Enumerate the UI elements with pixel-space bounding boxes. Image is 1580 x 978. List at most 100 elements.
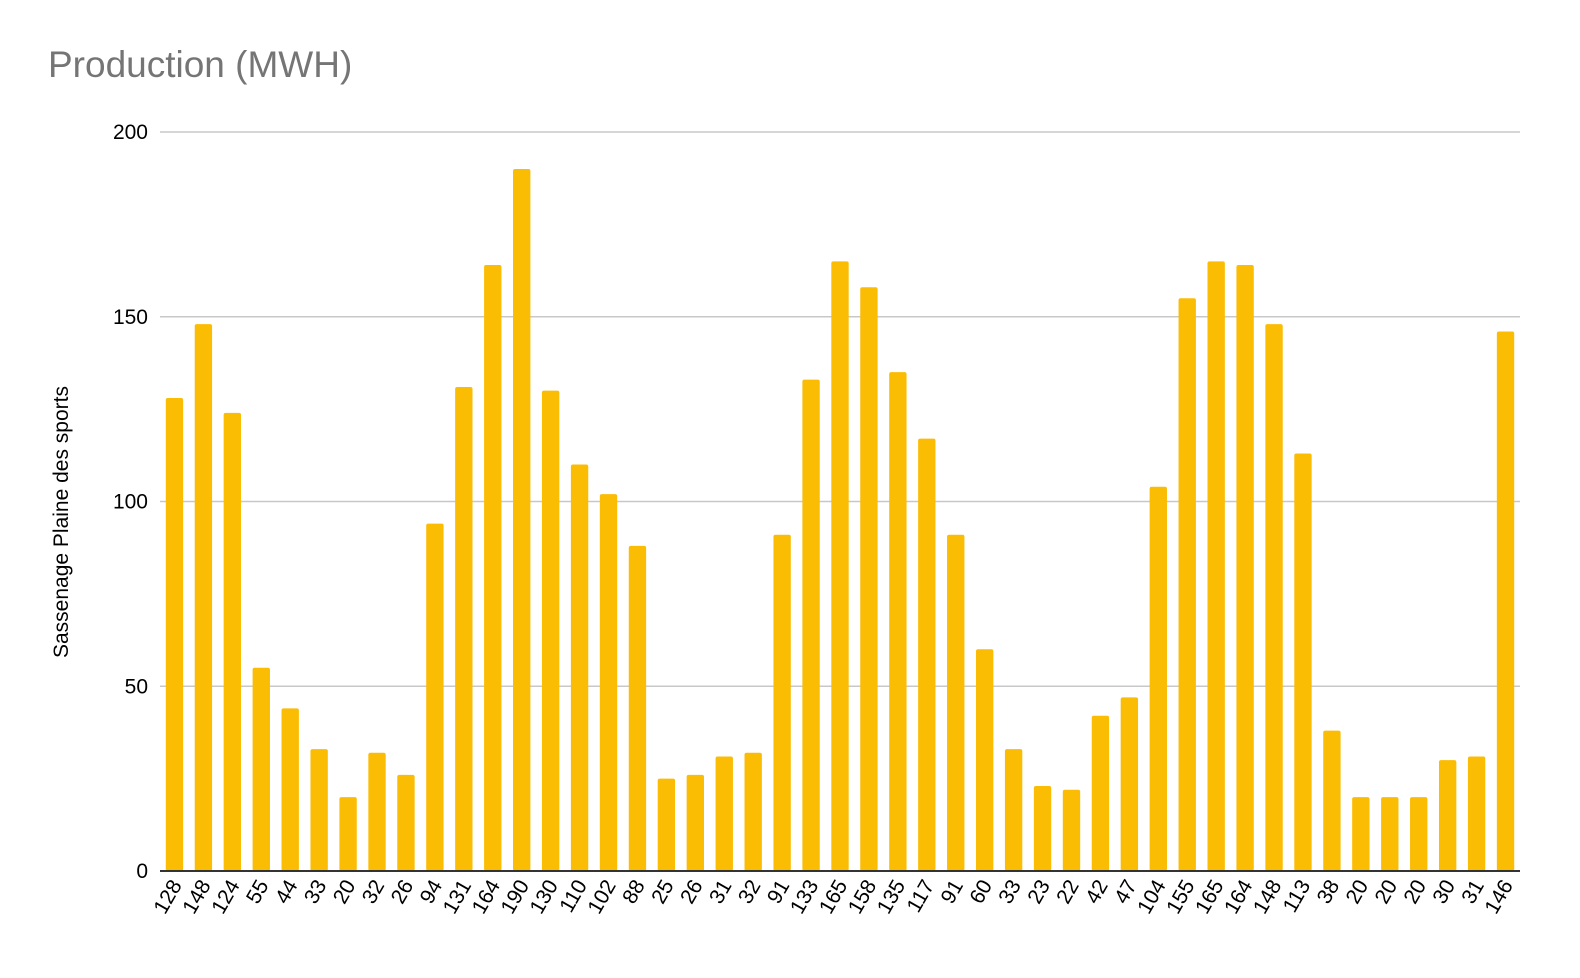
x-tick-label: 55 bbox=[242, 876, 274, 908]
x-tick-label: 31 bbox=[705, 876, 737, 908]
x-tick-label: 88 bbox=[618, 876, 650, 908]
bar bbox=[1207, 261, 1225, 871]
bar bbox=[773, 534, 791, 871]
bar bbox=[1091, 715, 1110, 871]
y-tick-label: 200 bbox=[113, 121, 148, 144]
bar bbox=[744, 752, 762, 871]
x-tick-label: 102 bbox=[583, 876, 620, 918]
y-tick-label: 50 bbox=[125, 675, 148, 698]
x-tick-label: 20 bbox=[1371, 876, 1403, 908]
bar bbox=[715, 756, 733, 871]
bar bbox=[1467, 756, 1486, 871]
x-tick-label: 190 bbox=[497, 876, 534, 918]
bar bbox=[570, 464, 589, 871]
bar bbox=[426, 523, 444, 871]
x-tick-label: 155 bbox=[1162, 876, 1199, 918]
bar bbox=[368, 752, 386, 871]
bar bbox=[686, 774, 704, 871]
x-tick-label: 146 bbox=[1480, 876, 1517, 918]
bar bbox=[599, 494, 618, 871]
x-tick-label: 26 bbox=[676, 876, 708, 908]
x-tick-label: 32 bbox=[358, 876, 390, 908]
bar bbox=[657, 778, 676, 871]
bar bbox=[339, 797, 357, 871]
bar bbox=[513, 168, 531, 871]
bar bbox=[223, 412, 242, 871]
x-tick-label: 20 bbox=[1399, 876, 1431, 908]
bar bbox=[252, 667, 270, 871]
x-tick-label: 130 bbox=[526, 876, 563, 918]
x-tick-label: 38 bbox=[1313, 876, 1345, 908]
x-tick-label: 60 bbox=[965, 876, 997, 908]
x-tick-label: 113 bbox=[1279, 876, 1316, 916]
x-tick-label: 91 bbox=[936, 876, 968, 908]
bar bbox=[1294, 453, 1312, 871]
x-tick-label: 26 bbox=[387, 876, 419, 908]
bar bbox=[918, 438, 936, 871]
x-tick-label: 148 bbox=[178, 876, 215, 918]
y-tick-label: 0 bbox=[136, 860, 148, 883]
x-tick-label: 164 bbox=[468, 876, 506, 918]
x-tick-label: 117 bbox=[902, 876, 939, 916]
bar bbox=[397, 774, 415, 871]
x-tick-label: 25 bbox=[647, 876, 679, 908]
x-tick-label: 128 bbox=[149, 876, 186, 918]
x-tick-label: 32 bbox=[734, 876, 766, 908]
chart-title: Production (MWH) bbox=[48, 44, 353, 85]
x-tick-label: 30 bbox=[1428, 876, 1460, 908]
y-axis-ticks: 0 50 100 150 200 bbox=[113, 121, 148, 883]
x-tick-label: 133 bbox=[786, 876, 823, 918]
x-tick-label: 23 bbox=[1023, 876, 1055, 908]
bar bbox=[1004, 749, 1023, 871]
bar bbox=[860, 287, 878, 871]
bar bbox=[1438, 760, 1457, 871]
x-tick-label: 135 bbox=[873, 876, 910, 918]
x-tick-label: 44 bbox=[271, 876, 303, 908]
x-tick-label: 148 bbox=[1249, 876, 1286, 918]
x-tick-label: 165 bbox=[815, 876, 852, 918]
bar bbox=[310, 749, 328, 871]
bar bbox=[976, 649, 994, 871]
bar bbox=[802, 379, 820, 871]
x-tick-label: 124 bbox=[207, 876, 245, 918]
bar bbox=[541, 390, 560, 871]
x-tick-label: 33 bbox=[994, 876, 1026, 908]
bar bbox=[1149, 486, 1167, 871]
x-tick-label: 22 bbox=[1052, 876, 1084, 908]
x-tick-label: 20 bbox=[329, 876, 361, 908]
bar bbox=[1033, 786, 1052, 871]
bar bbox=[281, 708, 299, 871]
bar bbox=[1062, 789, 1081, 871]
x-tick-label: 42 bbox=[1081, 876, 1113, 908]
bar bbox=[1381, 797, 1399, 871]
bar bbox=[1120, 697, 1139, 871]
bar bbox=[194, 324, 213, 871]
bar bbox=[947, 534, 965, 871]
x-tick-label: 164 bbox=[1220, 876, 1258, 918]
bar bbox=[1178, 298, 1196, 871]
bar bbox=[165, 398, 184, 871]
bar bbox=[1410, 797, 1428, 871]
y-tick-label: 100 bbox=[113, 491, 148, 514]
x-tick-label: 33 bbox=[300, 876, 332, 908]
bar bbox=[455, 386, 473, 871]
bar bbox=[831, 261, 849, 871]
bar bbox=[1265, 324, 1283, 871]
bar bbox=[1323, 730, 1341, 871]
x-tick-label: 20 bbox=[1342, 876, 1374, 908]
bar bbox=[1236, 265, 1254, 871]
x-axis-ticks: 1281481245544332032269413116419013011010… bbox=[149, 876, 1518, 918]
bars bbox=[165, 168, 1515, 871]
x-tick-label: 158 bbox=[844, 876, 881, 918]
x-tick-label: 165 bbox=[1191, 876, 1228, 918]
bar bbox=[484, 265, 502, 871]
x-tick-label: 110 bbox=[555, 876, 592, 916]
bar bbox=[889, 372, 907, 871]
bar bbox=[1352, 797, 1370, 871]
x-tick-label: 131 bbox=[439, 876, 476, 918]
bar bbox=[628, 545, 647, 871]
y-tick-label: 150 bbox=[113, 306, 148, 329]
bar bbox=[1496, 331, 1515, 871]
x-tick-label: 104 bbox=[1133, 876, 1171, 918]
